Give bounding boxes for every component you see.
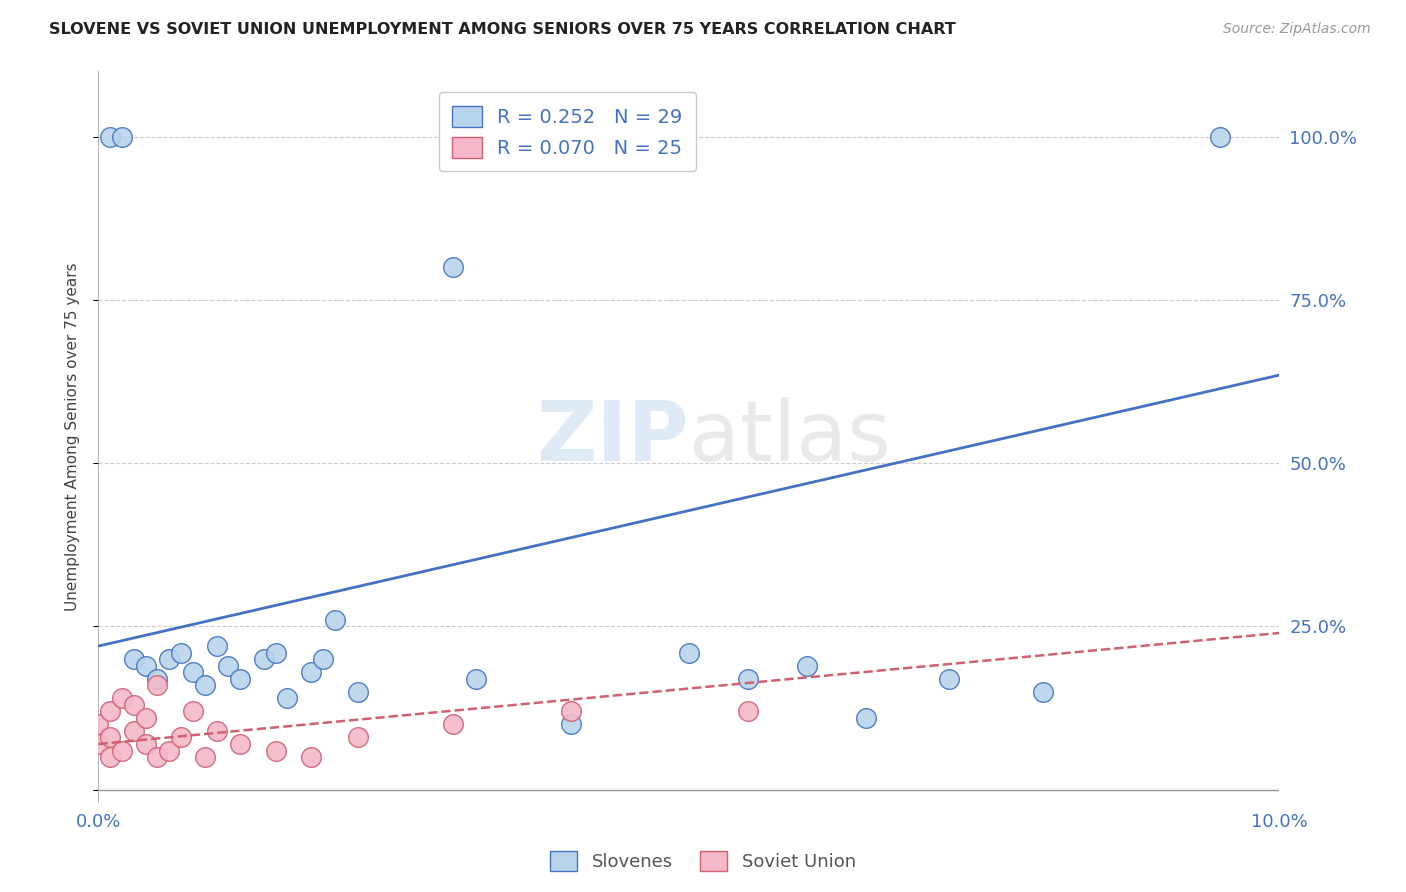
- Point: [441, 717, 464, 731]
- Point: [122, 723, 145, 738]
- Point: [146, 678, 169, 692]
- Point: [312, 652, 335, 666]
- Point: [157, 652, 180, 666]
- Point: [253, 652, 276, 666]
- Point: [111, 743, 134, 757]
- Point: [1209, 129, 1232, 144]
- Point: [264, 743, 287, 757]
- Point: [229, 672, 252, 686]
- Point: [122, 652, 145, 666]
- Point: [122, 698, 145, 712]
- Point: [299, 750, 322, 764]
- Point: [441, 260, 464, 275]
- Point: [194, 750, 217, 764]
- Y-axis label: Unemployment Among Seniors over 75 years: Unemployment Among Seniors over 75 years: [65, 263, 80, 611]
- Point: [181, 665, 204, 680]
- Text: atlas: atlas: [689, 397, 890, 477]
- Point: [111, 691, 134, 706]
- Point: [347, 685, 370, 699]
- Point: [855, 711, 877, 725]
- Point: [98, 129, 121, 144]
- Point: [560, 717, 582, 731]
- Point: [299, 665, 322, 680]
- Point: [111, 129, 134, 144]
- Point: [205, 639, 228, 653]
- Point: [560, 705, 582, 719]
- Point: [170, 646, 193, 660]
- Point: [98, 705, 121, 719]
- Point: [678, 646, 700, 660]
- Point: [229, 737, 252, 751]
- Point: [87, 737, 110, 751]
- Point: [347, 731, 370, 745]
- Text: ZIP: ZIP: [537, 397, 689, 477]
- Point: [146, 672, 169, 686]
- Point: [135, 737, 157, 751]
- Point: [276, 691, 298, 706]
- Point: [98, 750, 121, 764]
- Point: [217, 658, 239, 673]
- Legend: R = 0.252   N = 29, R = 0.070   N = 25: R = 0.252 N = 29, R = 0.070 N = 25: [439, 92, 696, 171]
- Point: [465, 672, 488, 686]
- Text: SLOVENE VS SOVIET UNION UNEMPLOYMENT AMONG SENIORS OVER 75 YEARS CORRELATION CHA: SLOVENE VS SOVIET UNION UNEMPLOYMENT AMO…: [49, 22, 956, 37]
- Point: [205, 723, 228, 738]
- Point: [796, 658, 818, 673]
- Point: [737, 705, 759, 719]
- Point: [194, 678, 217, 692]
- Point: [1032, 685, 1054, 699]
- Point: [98, 731, 121, 745]
- Legend: Slovenes, Soviet Union: Slovenes, Soviet Union: [543, 844, 863, 879]
- Point: [135, 711, 157, 725]
- Point: [264, 646, 287, 660]
- Point: [323, 613, 346, 627]
- Point: [135, 658, 157, 673]
- Point: [181, 705, 204, 719]
- Point: [146, 750, 169, 764]
- Point: [938, 672, 960, 686]
- Point: [87, 717, 110, 731]
- Text: Source: ZipAtlas.com: Source: ZipAtlas.com: [1223, 22, 1371, 37]
- Point: [737, 672, 759, 686]
- Point: [170, 731, 193, 745]
- Point: [157, 743, 180, 757]
